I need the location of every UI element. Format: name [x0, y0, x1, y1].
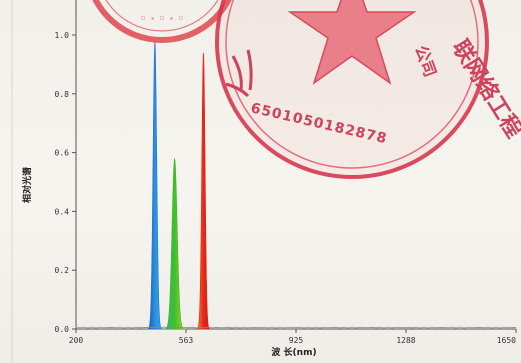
y-tick-label: 0.2	[55, 266, 70, 275]
spectral-peak	[161, 158, 188, 330]
y-tick-label: 1.0	[55, 31, 70, 40]
x-tick-label: 1650	[497, 336, 516, 345]
x-axis-title: 波 长(nm)	[271, 346, 316, 358]
seal-stamp-right: 联网络工程 公司 6501050182878	[215, 0, 521, 179]
y-tick-label: 0.8	[55, 90, 70, 99]
x-tick-label: 1288	[396, 336, 415, 345]
y-tick-label: 0.4	[55, 207, 70, 216]
y-axis-title: 相对光谱	[21, 167, 33, 203]
x-axis-ticks: 200 563 925 1288 1650	[69, 329, 517, 345]
seal-stamp-left: ◦ · ◦ · ◦	[92, 0, 232, 43]
seal-star-icon	[287, 0, 417, 85]
y-axis-ticks: 0.0 0.2 0.4 0.6 0.8 1.0	[55, 31, 76, 334]
x-tick-label: 563	[179, 336, 194, 345]
spectral-peak	[145, 40, 164, 330]
svg-text:◦ · ◦ · ◦: ◦ · ◦ · ◦	[140, 12, 185, 25]
y-tick-label: 0.0	[55, 325, 70, 334]
spectrum-baseline	[75, 326, 517, 329]
spectral-peaks	[145, 40, 212, 330]
spectral-peak	[195, 52, 212, 330]
x-tick-label: 925	[289, 336, 304, 345]
x-tick-label: 200	[69, 336, 84, 345]
y-tick-label: 0.6	[55, 149, 70, 158]
